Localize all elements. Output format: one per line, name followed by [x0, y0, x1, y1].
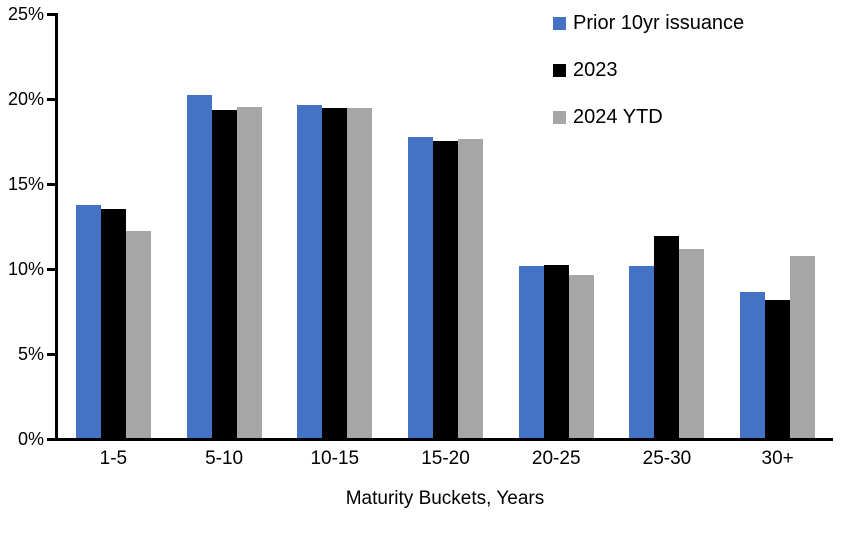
- legend-swatch-icon: [553, 17, 566, 30]
- bar: [125, 230, 151, 438]
- y-tick-label: 10%: [7, 259, 44, 279]
- bar: [297, 104, 323, 438]
- bar: [322, 108, 348, 438]
- x-tick-label: 1-5: [99, 448, 128, 469]
- bar: [433, 140, 459, 438]
- bar: [629, 266, 655, 438]
- legend-label: Prior 10yr issuance: [573, 12, 745, 34]
- plot-area: [58, 13, 833, 438]
- y-tick-mark: [47, 98, 55, 101]
- y-tick-mark: [47, 438, 55, 441]
- legend-label: 2024 YTD: [573, 106, 663, 128]
- bar: [186, 94, 212, 438]
- legend: Prior 10yr issuance 2023 2024 YTD: [553, 10, 744, 151]
- y-axis-line: [55, 13, 58, 441]
- x-tick-label: 10-15: [310, 448, 360, 469]
- x-tick-label: 5-10: [205, 448, 244, 469]
- legend-item: Prior 10yr issuance: [553, 10, 744, 37]
- bar-group-25-30: [612, 13, 723, 438]
- bar: [790, 256, 816, 438]
- bar-group-20-25: [501, 13, 612, 438]
- bar: [100, 208, 126, 438]
- bar: [347, 108, 373, 438]
- bar: [765, 300, 791, 438]
- bar-group-1-5: [58, 13, 169, 438]
- y-tick-mark: [47, 268, 55, 271]
- bar-group-5-10: [169, 13, 280, 438]
- bar: [518, 266, 544, 438]
- x-axis-line: [55, 438, 833, 441]
- x-axis-labels: 1-5 5-10 10-15 15-20 20-25 25-30 30+: [58, 447, 833, 471]
- bar: [654, 235, 680, 438]
- y-tick-mark: [47, 13, 55, 16]
- x-axis-title: Maturity Buckets, Years: [345, 488, 545, 509]
- legend-item: 2023: [553, 57, 744, 84]
- y-tick-mark: [47, 183, 55, 186]
- bar-group-15-20: [390, 13, 501, 438]
- legend-swatch-icon: [553, 64, 566, 77]
- bar: [236, 106, 262, 438]
- bar: [458, 138, 484, 438]
- bar: [543, 264, 569, 438]
- bar: [740, 291, 766, 438]
- y-tick-label: 20%: [7, 89, 44, 109]
- bar: [75, 205, 101, 438]
- y-tick-label: 25%: [7, 4, 44, 24]
- x-tick-label: 15-20: [421, 448, 470, 469]
- bar: [211, 109, 237, 438]
- x-tick-label: 25-30: [642, 448, 692, 469]
- legend-item: 2024 YTD: [553, 104, 744, 131]
- bar: [408, 137, 434, 438]
- bar-group-10-15: [279, 13, 390, 438]
- legend-swatch-icon: [553, 111, 566, 124]
- y-tick-label: 15%: [7, 174, 44, 194]
- legend-label: 2023: [573, 59, 618, 81]
- x-tick-label: 20-25: [531, 448, 581, 469]
- bar: [679, 249, 705, 438]
- bar-group-30+: [722, 13, 833, 438]
- x-tick-label: 30+: [761, 448, 794, 469]
- y-tick-mark: [47, 353, 55, 356]
- bar: [568, 274, 594, 438]
- y-tick-label: 0%: [17, 429, 44, 449]
- y-tick-label: 5%: [17, 344, 44, 364]
